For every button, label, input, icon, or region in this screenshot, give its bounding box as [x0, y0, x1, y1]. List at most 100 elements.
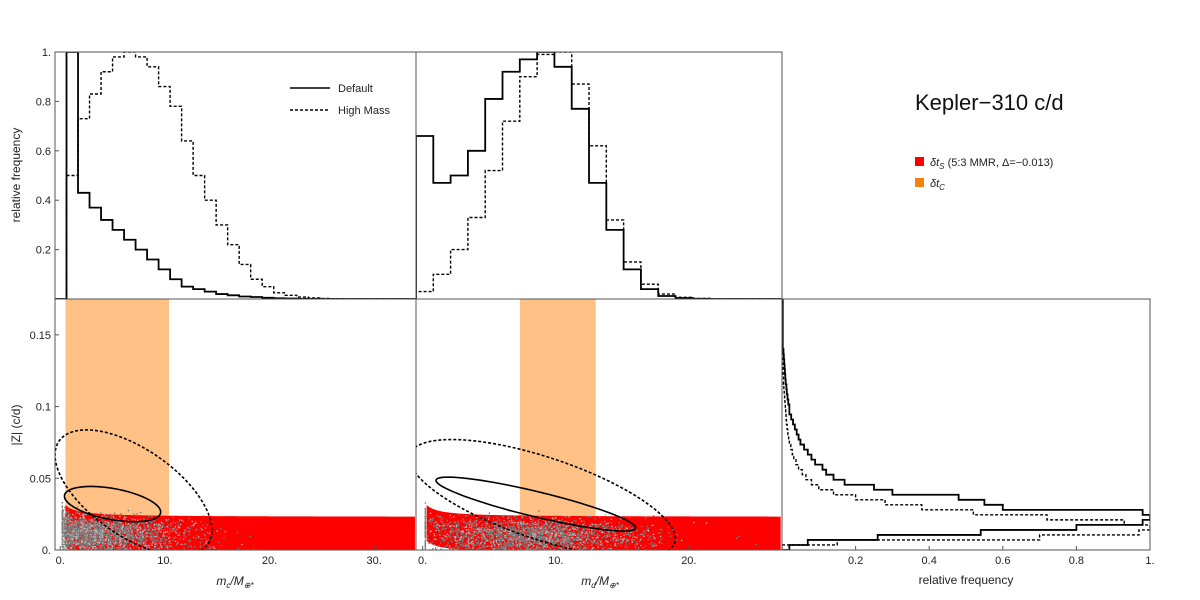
scatter-point [85, 543, 88, 546]
scatter-point [453, 521, 455, 524]
scatter-point [145, 540, 147, 542]
scatter-point [512, 539, 515, 541]
scatter-point [461, 545, 464, 548]
scatter-point [96, 541, 99, 544]
scatter-point [95, 535, 98, 538]
scatter-point [75, 523, 77, 525]
scatter-point [78, 513, 81, 515]
scatter-point [446, 523, 448, 525]
scatter-point [144, 536, 147, 538]
scatter-point [165, 520, 168, 523]
scatter-point [90, 529, 93, 532]
scatter-point [628, 543, 630, 545]
scatter-point [528, 537, 530, 540]
scatter-point [563, 538, 566, 540]
scatter-point [97, 524, 100, 526]
scatter-point [101, 542, 104, 544]
scatter-point [486, 535, 489, 537]
scatter-point [109, 543, 112, 546]
scatter-point [596, 544, 599, 546]
scatter-point [188, 539, 190, 541]
scatter-point [123, 518, 125, 520]
scatter-point [466, 522, 469, 525]
scatter-point [424, 511, 427, 514]
scatter-point [604, 526, 606, 528]
scatter-point [508, 520, 511, 522]
xlabel-relative-frequency: relative frequency [919, 573, 1014, 587]
scatter-point [452, 529, 454, 532]
scatter-point [72, 520, 74, 523]
ylabel-relative-frequency: relative frequency [9, 128, 23, 223]
scatter-point [626, 539, 629, 542]
scatter-point [73, 542, 75, 544]
scatter-point [579, 542, 581, 545]
scatter-point [81, 517, 83, 520]
scatter-point [124, 544, 127, 547]
scatter-point [637, 534, 640, 537]
scatter-point [488, 512, 491, 514]
scatter-point [475, 525, 478, 527]
scatter-point [174, 536, 177, 538]
scatter-point [559, 540, 561, 543]
scatter-point [107, 543, 110, 545]
scatter-point [94, 546, 96, 549]
scatter-point [605, 540, 608, 543]
scatter-point [448, 524, 450, 527]
scatter-point [596, 536, 599, 539]
scatter-point [151, 536, 154, 538]
scatter-point [450, 528, 452, 531]
scatter-point [471, 530, 473, 532]
scatter-point [469, 520, 471, 523]
scatter-point [65, 540, 68, 543]
scatter-point [485, 521, 488, 523]
scatter-point [81, 528, 84, 530]
scatter-point [560, 527, 562, 530]
scatter-point [530, 529, 533, 532]
scatter-point [153, 523, 156, 526]
scatter-point [142, 542, 145, 544]
scatter-point [614, 538, 617, 540]
scatter-point [469, 522, 472, 525]
scatter-point [153, 529, 155, 532]
scatter-point [608, 532, 610, 535]
scatter-point [123, 531, 126, 534]
scatter-point [508, 535, 511, 537]
scatter-point [536, 522, 539, 524]
scatter-point [121, 526, 124, 529]
panel-scatter-mc-ytick-label-3: 0.15 [30, 330, 51, 342]
scatter-point [78, 546, 81, 549]
scatter-point [76, 530, 79, 533]
scatter-point [91, 524, 93, 526]
hist-mc-ytick-label-3: 0.8 [36, 96, 51, 108]
scatter-point [426, 535, 429, 537]
scatter-point [468, 536, 470, 538]
scatter-point [83, 534, 85, 536]
scatter-point [119, 525, 122, 527]
scatter-point [533, 539, 536, 542]
scatter-point [147, 515, 150, 518]
scatter-point [163, 525, 166, 528]
scatter-point [526, 523, 529, 525]
scatter-point [593, 523, 596, 526]
scatter-point [123, 534, 125, 537]
scatter-point [119, 515, 121, 518]
scatter-point [84, 514, 86, 516]
scatter-point [454, 530, 456, 532]
scatter-point [610, 539, 612, 542]
scatter-point [194, 546, 196, 548]
scatter-point [212, 546, 214, 548]
scatter-point [465, 515, 468, 517]
scatter-point [578, 531, 581, 533]
scatter-point [106, 546, 109, 548]
scatter-point [431, 541, 434, 543]
scatter-point [72, 523, 75, 526]
scatter-point [137, 538, 139, 540]
scatter-point [122, 530, 125, 533]
scatter-point [544, 545, 546, 548]
panel-scatter-md-orange-band [519, 299, 596, 550]
scatter-point [83, 528, 85, 531]
scatter-point [466, 547, 469, 550]
scatter-point [605, 534, 608, 537]
scatter-point [568, 534, 571, 537]
scatter-point [137, 528, 140, 531]
